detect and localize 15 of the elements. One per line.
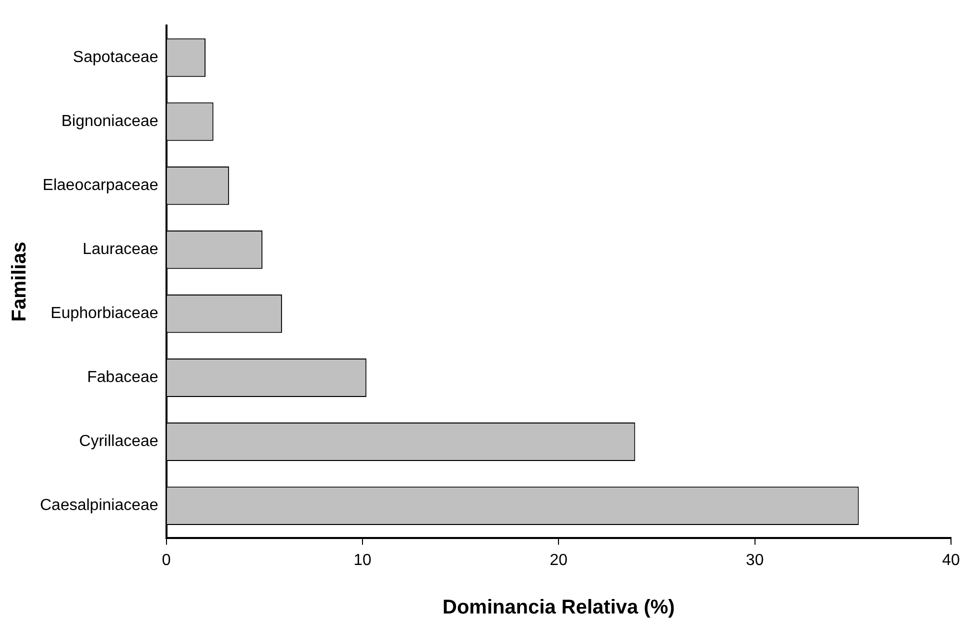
y-tick-label: Cyrillaceae bbox=[79, 433, 158, 450]
x-tick-label: 40 bbox=[942, 552, 960, 569]
x-tick-label: 30 bbox=[746, 552, 764, 569]
x-tick-label: 10 bbox=[354, 552, 372, 569]
x-tick-label: 0 bbox=[162, 552, 171, 569]
y-axis-title: Familias bbox=[8, 242, 31, 322]
y-tick-label: Euphorbiaceae bbox=[50, 305, 158, 322]
y-tick-label: Lauraceae bbox=[82, 241, 158, 258]
y-tick-label: Elaeocarpaceae bbox=[42, 177, 158, 194]
y-tick-label: Fabaceae bbox=[87, 369, 158, 386]
x-tick-label: 20 bbox=[550, 552, 568, 569]
y-tick-label: Caesalpiniaceae bbox=[40, 497, 158, 514]
y-tick-label: Bignoniaceae bbox=[61, 113, 158, 130]
y-tick-label: Sapotaceae bbox=[72, 49, 158, 66]
x-axis-title: Dominancia Relativa (%) bbox=[442, 596, 675, 619]
